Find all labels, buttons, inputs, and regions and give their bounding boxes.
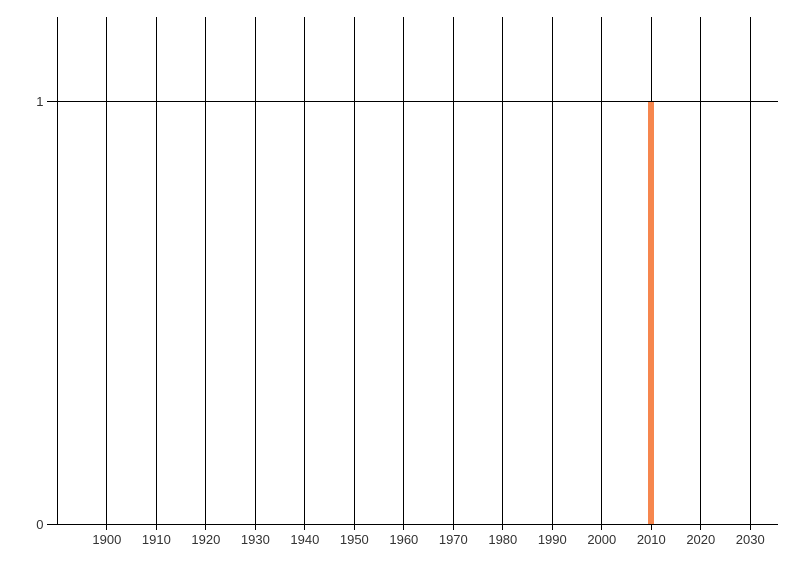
vertical-gridline <box>452 17 454 525</box>
x-axis-tick-label: 1990 <box>537 532 567 547</box>
x-axis-tick <box>205 524 207 530</box>
x-axis-tick <box>106 524 108 530</box>
x-axis-tick <box>155 524 157 530</box>
x-axis-tick <box>601 524 603 530</box>
vertical-gridline <box>601 17 603 525</box>
vertical-gridline <box>304 17 306 525</box>
x-axis-tick <box>452 524 454 530</box>
x-axis-tick-label: 1970 <box>438 532 468 547</box>
x-axis-tick <box>304 524 306 530</box>
vertical-gridline <box>551 17 553 525</box>
x-axis-tick-label: 1920 <box>191 532 221 547</box>
x-axis-tick-label: 1900 <box>92 532 122 547</box>
vertical-gridline <box>502 17 504 525</box>
y-axis-tick-label: 0 <box>36 516 44 532</box>
vertical-gridline <box>254 17 256 525</box>
x-axis-tick-label: 2020 <box>686 532 716 547</box>
x-axis-tick-label: 2010 <box>636 532 666 547</box>
x-axis-tick-label: 1910 <box>141 532 171 547</box>
horizontal-gridline <box>46 101 778 103</box>
x-axis-tick <box>749 524 751 530</box>
x-axis-tick <box>502 524 504 530</box>
x-axis-tick-label: 1940 <box>290 532 320 547</box>
vertical-gridline <box>700 17 702 525</box>
data-bar[interactable] <box>648 101 655 525</box>
vertical-gridline <box>56 17 58 525</box>
y-axis-tick-label: 1 <box>36 93 44 109</box>
x-axis-tick-label: 2000 <box>587 532 617 547</box>
vertical-gridline <box>403 17 405 525</box>
x-axis-tick-label: 1980 <box>488 532 518 547</box>
x-axis-tick-label: 2030 <box>735 532 765 547</box>
x-axis-tick <box>551 524 553 530</box>
x-axis-tick <box>403 524 405 530</box>
x-axis-tick <box>650 524 652 530</box>
vertical-gridline <box>353 17 355 525</box>
x-axis-tick-label: 1950 <box>339 532 369 547</box>
x-axis-tick <box>353 524 355 530</box>
x-axis-tick <box>700 524 702 530</box>
vertical-gridline <box>106 17 108 525</box>
vertical-gridline <box>205 17 207 525</box>
vertical-gridline <box>749 17 751 525</box>
x-axis-tick-label: 1930 <box>240 532 270 547</box>
horizontal-gridline <box>46 524 778 525</box>
x-axis-tick <box>254 524 256 530</box>
vertical-gridline <box>155 17 157 525</box>
x-axis-tick-label: 1960 <box>389 532 419 547</box>
